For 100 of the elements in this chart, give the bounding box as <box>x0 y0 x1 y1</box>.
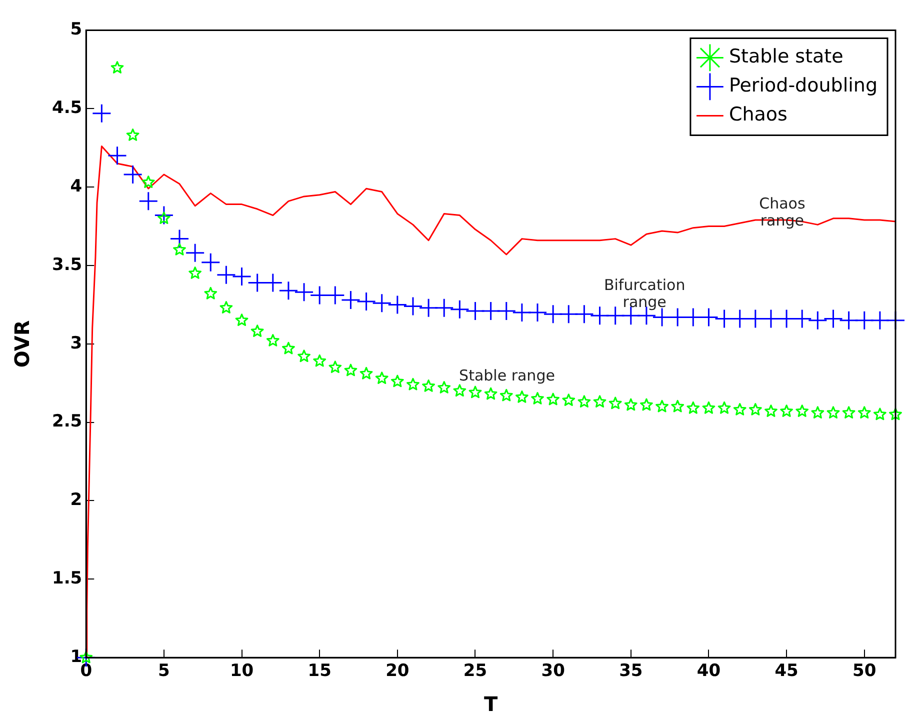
point <box>562 394 576 406</box>
x-axis-title: T <box>484 692 498 716</box>
point <box>185 243 205 263</box>
x-tick-label: 20 <box>386 661 410 682</box>
point <box>107 146 127 166</box>
point <box>123 164 143 184</box>
point <box>188 266 202 279</box>
x-tick-label: 45 <box>774 661 798 682</box>
point <box>232 266 252 286</box>
point <box>578 395 591 408</box>
x-tick-label: 0 <box>80 661 92 682</box>
x-tick-label: 15 <box>308 661 332 682</box>
y-tick-label: 5 <box>70 20 82 40</box>
point <box>686 401 700 414</box>
point <box>531 392 544 404</box>
legend-label: Stable state <box>728 46 844 68</box>
x-tick-label: 30 <box>541 661 566 682</box>
y-tick-label: 4 <box>70 176 82 196</box>
y-tick-label: 3 <box>70 333 82 354</box>
point <box>465 301 485 321</box>
point <box>780 404 793 417</box>
point <box>220 301 233 314</box>
point <box>126 128 140 141</box>
point <box>360 366 373 380</box>
point <box>764 404 778 417</box>
y-tick-label: 4.5 <box>52 98 82 118</box>
point <box>496 301 516 321</box>
point <box>375 372 388 384</box>
point <box>858 406 871 419</box>
point <box>298 350 310 362</box>
point <box>718 401 731 414</box>
point <box>173 243 186 256</box>
point <box>344 364 358 376</box>
point <box>468 386 482 398</box>
point <box>340 290 360 310</box>
point <box>388 294 408 314</box>
point <box>733 403 746 416</box>
point <box>406 378 420 390</box>
point <box>235 314 248 326</box>
x-tick-label: 25 <box>463 661 488 682</box>
x-tick-label: 5 <box>158 661 170 682</box>
y-tick-label: 1 <box>70 647 82 668</box>
y-tick-label: 1.5 <box>52 568 82 589</box>
point <box>546 392 560 406</box>
point <box>702 401 716 414</box>
point <box>328 360 342 374</box>
point <box>313 354 326 367</box>
point <box>438 381 451 394</box>
point <box>250 324 264 337</box>
point <box>823 309 843 329</box>
point <box>593 395 606 408</box>
point <box>640 398 653 411</box>
annotation: Stable range <box>459 366 555 384</box>
point <box>92 104 112 124</box>
point <box>808 310 828 330</box>
point <box>356 292 376 312</box>
point <box>80 650 93 664</box>
point <box>484 387 498 400</box>
point <box>656 400 668 412</box>
point <box>138 191 158 211</box>
legend-label: Chaos <box>728 104 788 126</box>
point <box>842 406 856 419</box>
point <box>278 280 298 300</box>
point <box>608 396 622 410</box>
y-tick-label: 3.5 <box>52 254 82 275</box>
point <box>671 400 684 412</box>
point <box>157 212 170 224</box>
point <box>216 265 236 285</box>
x-tick-label: 50 <box>852 661 876 682</box>
x-tick-label: 40 <box>696 661 721 682</box>
point <box>294 282 314 302</box>
x-tick-label: 10 <box>230 661 254 682</box>
point <box>170 229 190 249</box>
point <box>372 293 392 313</box>
point <box>796 404 809 417</box>
point <box>204 286 218 300</box>
point <box>453 384 466 397</box>
point <box>873 408 886 420</box>
point <box>434 298 454 318</box>
point <box>403 296 423 316</box>
point <box>811 406 824 419</box>
x-tick-label: 35 <box>619 661 643 682</box>
point <box>266 334 280 346</box>
point <box>200 252 220 272</box>
point <box>422 380 436 392</box>
point <box>110 61 124 74</box>
point <box>154 206 174 226</box>
y-tick-label: 2.5 <box>52 412 82 432</box>
point <box>500 388 513 402</box>
point <box>528 302 548 322</box>
legend-label: Period-doubling <box>728 74 878 97</box>
y-axis-title: OVR <box>10 320 34 368</box>
point <box>889 408 902 420</box>
point <box>390 374 404 388</box>
point <box>624 398 638 411</box>
point <box>282 342 295 354</box>
point <box>748 403 762 416</box>
point <box>450 300 470 320</box>
point <box>826 406 840 419</box>
point <box>142 176 155 188</box>
